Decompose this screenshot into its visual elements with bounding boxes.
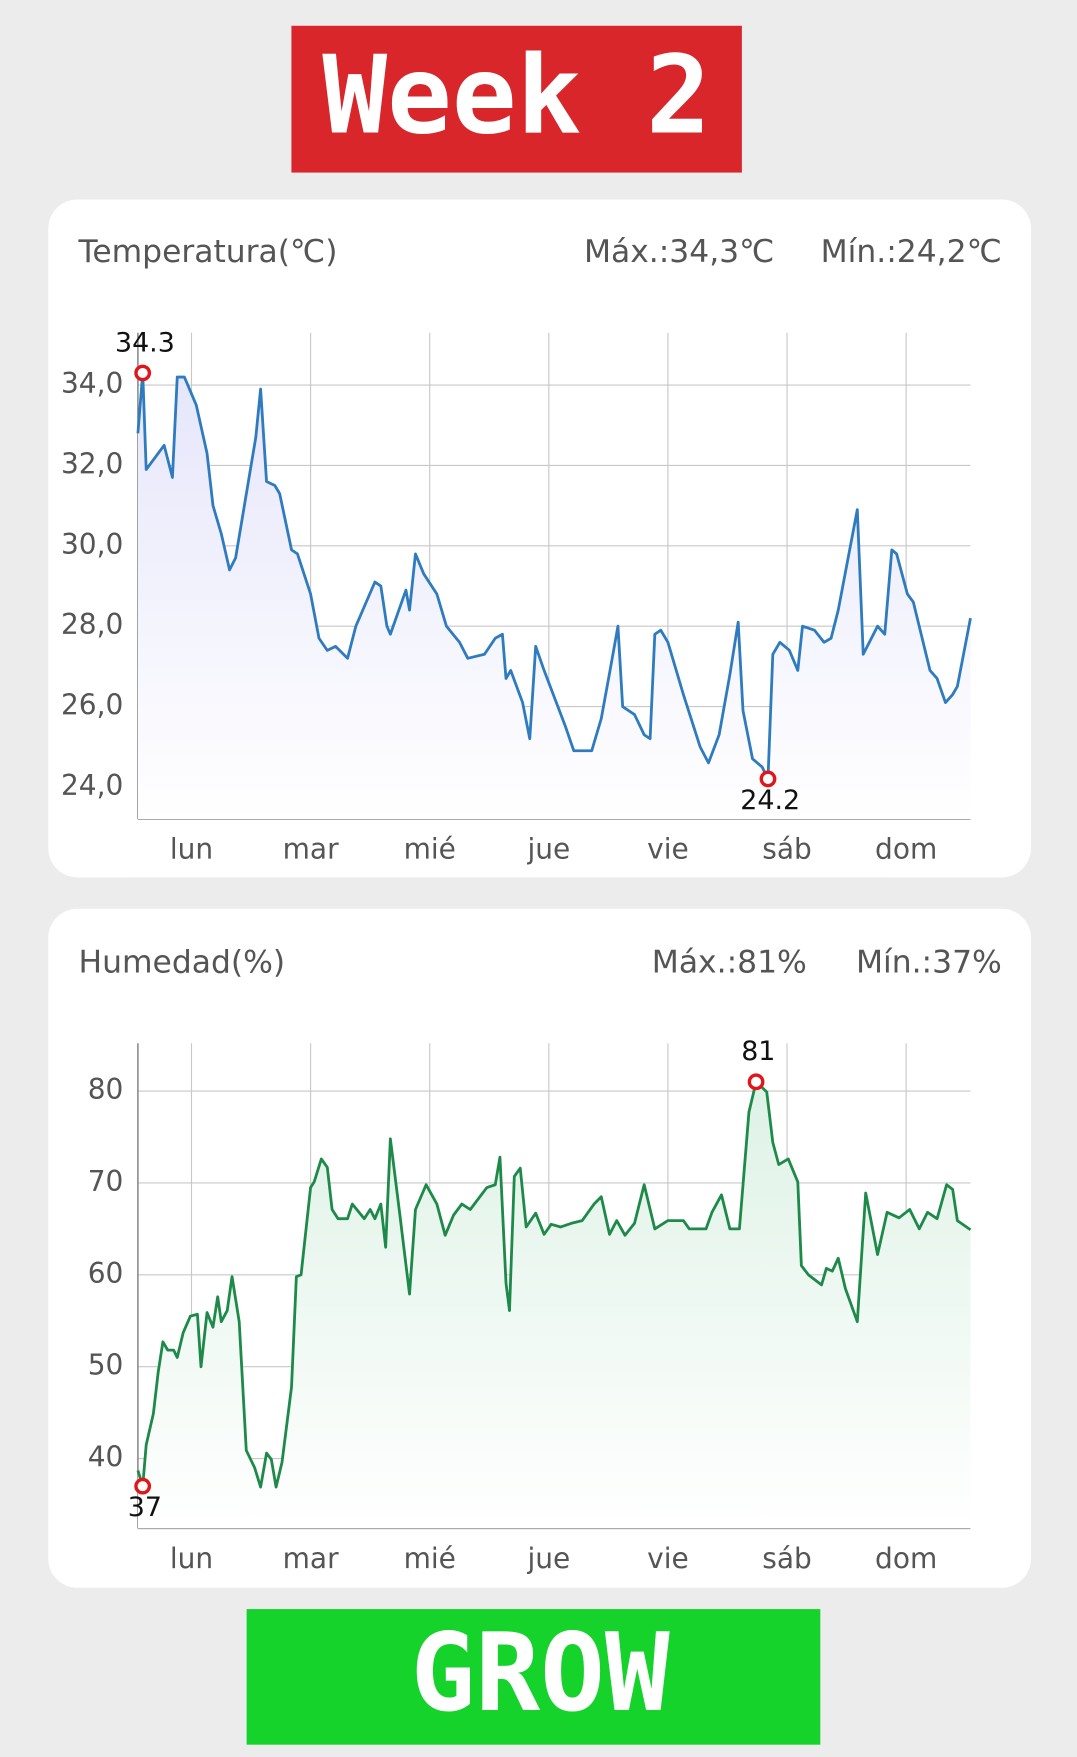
x-tick-label: sáb: [762, 832, 812, 865]
line: [136, 371, 972, 781]
y-tick-label: 40: [88, 1441, 124, 1474]
x-tick-label: jue: [526, 832, 570, 865]
y-tick-label: 24,0: [61, 769, 123, 802]
extreme-label: 81: [741, 1036, 775, 1067]
area-fill: [137, 373, 971, 820]
max-label: Máx.:34,3℃: [584, 234, 774, 270]
x-tick-label: dom: [875, 832, 937, 865]
extreme-label: 24.2: [740, 785, 800, 816]
extreme-label: 34.3: [115, 327, 175, 358]
y-tick-label: 34,0: [61, 367, 123, 400]
title: Week 2: [322, 33, 711, 158]
x-tick-label: sáb: [762, 1542, 812, 1575]
y-tick-label: 70: [88, 1165, 124, 1198]
extreme-marker: [747, 1073, 765, 1091]
line: [136, 1080, 972, 1489]
area-fill: [137, 1081, 971, 1529]
x-tick-label: vie: [647, 1542, 689, 1575]
y-tick-label: 50: [88, 1349, 124, 1382]
x-tick-label: mié: [404, 832, 456, 865]
title-banner: [291, 25, 742, 173]
x-tick-label: lun: [170, 1542, 213, 1575]
grow-banner: [246, 1609, 821, 1745]
y-tick-label: 26,0: [61, 689, 123, 722]
x-tick-label: dom: [875, 1542, 937, 1575]
max-label: Máx.:81%: [652, 945, 807, 981]
x-tick-label: mar: [283, 1542, 339, 1575]
grow-label: GROW: [411, 1611, 670, 1736]
chart-title: Temperatura(℃): [78, 234, 338, 270]
y-tick-label: 80: [88, 1073, 124, 1106]
y-tick-label: 30,0: [61, 528, 123, 561]
x-tick-label: lun: [170, 832, 213, 865]
x-tick-label: jue: [526, 1542, 570, 1575]
extreme-label: 37: [128, 1492, 162, 1523]
extreme-marker: [759, 770, 777, 788]
x-tick-label: mar: [283, 832, 339, 865]
chart-title: Humedad(%): [79, 945, 286, 981]
extreme-marker: [134, 364, 152, 382]
y-tick-label: 60: [88, 1257, 124, 1290]
x-tick-label: mié: [404, 1542, 456, 1575]
min-label: Mín.:24,2℃: [821, 234, 1002, 270]
y-tick-label: 32,0: [61, 447, 123, 480]
x-tick-label: vie: [647, 832, 689, 865]
y-tick-label: 28,0: [61, 608, 123, 641]
min-label: Mín.:37%: [856, 945, 1002, 981]
extreme-marker: [134, 1477, 152, 1495]
